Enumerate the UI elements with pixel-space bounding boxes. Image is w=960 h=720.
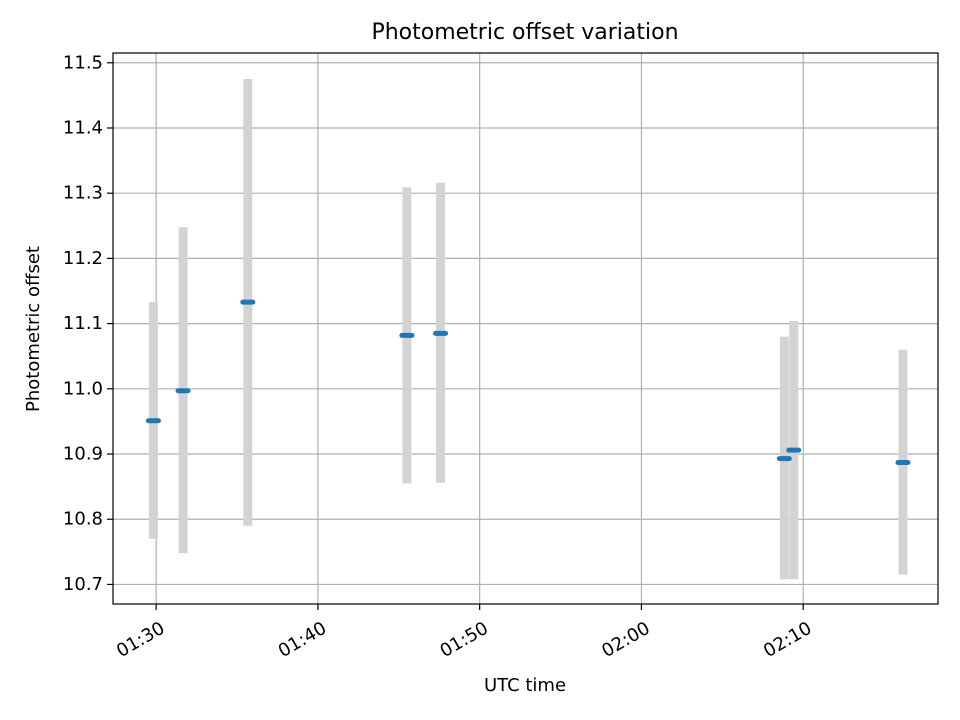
y-tick-label: 10.7 — [63, 574, 103, 595]
y-tick-label: 11.0 — [63, 378, 103, 399]
y-tick-label: 11.4 — [63, 117, 103, 138]
y-tick-label: 11.2 — [63, 248, 103, 269]
x-axis-label: UTC time — [484, 675, 566, 696]
y-axis: 10.7 10.8 10.9 11.0 11.1 11.2 11.3 11.4 11.5 — [63, 52, 113, 595]
y-tick-label: 11.3 — [63, 183, 103, 204]
plot-frame — [112, 52, 939, 605]
y-tick-label: 11.1 — [63, 313, 103, 334]
data-points — [145, 299, 911, 466]
y-tick-label: 10.8 — [63, 509, 103, 530]
y-axis-label: Photometric offset — [23, 246, 44, 412]
y-tick-label: 10.9 — [63, 444, 103, 465]
chart-title: Photometric offset variation — [371, 20, 678, 45]
y-tick-label: 11.5 — [63, 52, 103, 73]
